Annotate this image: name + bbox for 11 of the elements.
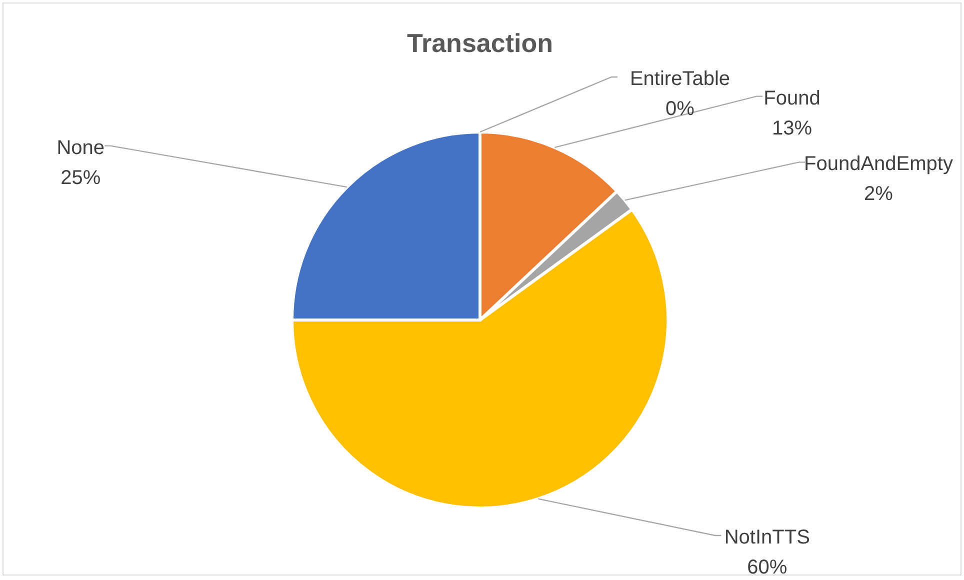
category-label: EntireTable — [630, 68, 730, 90]
data-label: 60% — [747, 556, 788, 578]
slice-label: NotInTTS — [724, 526, 810, 548]
data-label: 13% — [772, 117, 812, 140]
slice-label: None — [56, 136, 104, 159]
chart-title: Transaction — [407, 28, 553, 58]
data-label: 2% — [864, 183, 894, 206]
data-label: 25% — [60, 166, 101, 189]
text: 0% — [666, 98, 694, 120]
slice-label: Found — [764, 87, 820, 110]
slice-label: FoundAndEmpty — [804, 153, 953, 176]
